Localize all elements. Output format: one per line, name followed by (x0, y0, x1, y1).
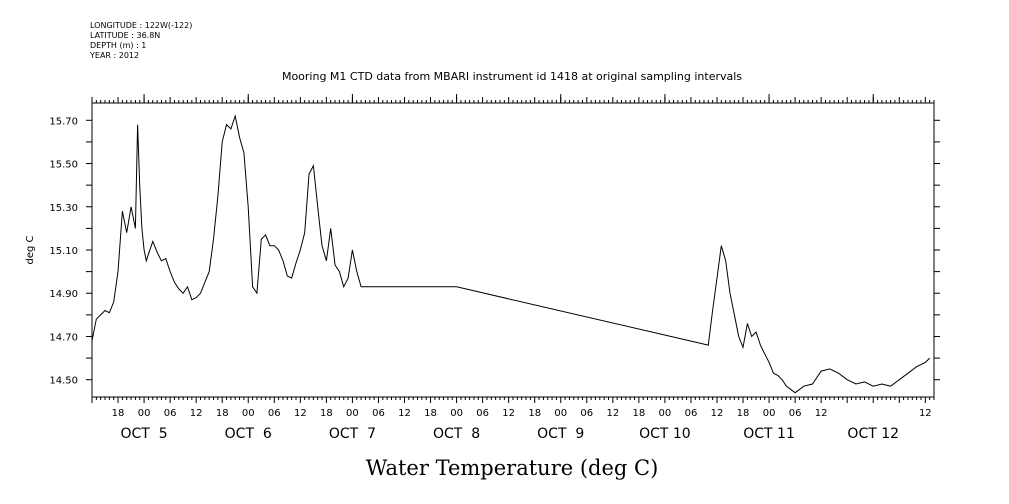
y-tick-label: 15.30 (49, 203, 78, 214)
x-tick-label: 00 (763, 408, 776, 419)
y-tick-label: 15.50 (49, 160, 78, 171)
x-tick-label: 18 (528, 408, 541, 419)
x-tick-label: 18 (632, 408, 645, 419)
x-tick-label: 00 (138, 408, 151, 419)
x-day-labels: OCT 5 OCT 6 OCT 7 OCT 8 OCT 9 OCT 10 OCT 11 OCT… (121, 426, 900, 442)
chart-title: Mooring M1 CTD data from MBARI instrumen… (282, 70, 742, 83)
axis-ticks (86, 94, 940, 403)
x-tick-label: 12 (190, 408, 203, 419)
y-tick-label: 14.70 (49, 332, 78, 343)
plot-frame (91, 102, 935, 398)
x-tick-label: 06 (476, 408, 489, 419)
y-tick-label: 14.90 (49, 289, 78, 300)
y-tick-labels: 14.50 14.70 14.90 15.10 15.30 15.50 15.70 (49, 116, 78, 386)
x-day-label: OCT 12 (847, 426, 899, 442)
x-day-label: OCT 6 (225, 426, 272, 442)
y-tick-label: 14.50 (49, 376, 78, 387)
x-tick-label: 18 (112, 408, 125, 419)
x-tick-label: 12 (502, 408, 515, 419)
x-tick-label: 00 (346, 408, 359, 419)
x-tick-label: 18 (320, 408, 333, 419)
x-tick-label: 00 (242, 408, 255, 419)
x-tick-label: 18 (737, 408, 750, 419)
year-text: YEAR : 2012 (90, 51, 140, 60)
y-tick-label: 15.10 (49, 246, 78, 257)
x-tick-label: 06 (268, 408, 281, 419)
longitude-text: LONGITUDE : 122W(-122) (90, 21, 193, 30)
water-temperature-line (91, 114, 931, 394)
x-tick-label: 18 (424, 408, 437, 419)
x-axis-label: Water Temperature (deg C) (366, 456, 659, 480)
x-day-label: OCT 5 (121, 426, 168, 442)
x-tick-label: 12 (815, 408, 828, 419)
x-tick-label: 12 (711, 408, 724, 419)
x-tick-label: 00 (450, 408, 463, 419)
latitude-text: LATITUDE : 36.8N (90, 31, 161, 40)
x-tick-label: 12 (398, 408, 411, 419)
y-axis-label: deg C (25, 235, 36, 264)
x-tick-label: 18 (216, 408, 229, 419)
x-tick-label: 12 (606, 408, 619, 419)
y-tick-label: 15.70 (49, 116, 78, 127)
x-day-label: OCT 9 (537, 426, 584, 442)
x-tick-label: 00 (554, 408, 567, 419)
depth-text: DEPTH (m) : 1 (90, 41, 147, 50)
x-tick-label: 06 (372, 408, 385, 419)
x-tick-label: 06 (580, 408, 593, 419)
x-day-label: OCT 11 (743, 426, 795, 442)
x-tick-label: 06 (164, 408, 177, 419)
x-day-label: OCT 10 (639, 426, 691, 442)
x-day-label: OCT 7 (329, 426, 376, 442)
x-tick-label: 06 (685, 408, 698, 419)
x-tick-label: 12 (919, 408, 932, 419)
x-tick-label: 00 (659, 408, 672, 419)
x-tick-label: 06 (789, 408, 802, 419)
x-tick-label: 12 (294, 408, 307, 419)
metadata-header: LONGITUDE : 122W(-122) LATITUDE : 36.8N … (90, 21, 192, 61)
x-tick-labels: 18 00 06 12 18 00 06 12 18 00 06 12 18 00 06 12 18 00 06 12… (112, 408, 932, 419)
x-day-label: OCT 8 (433, 426, 480, 442)
